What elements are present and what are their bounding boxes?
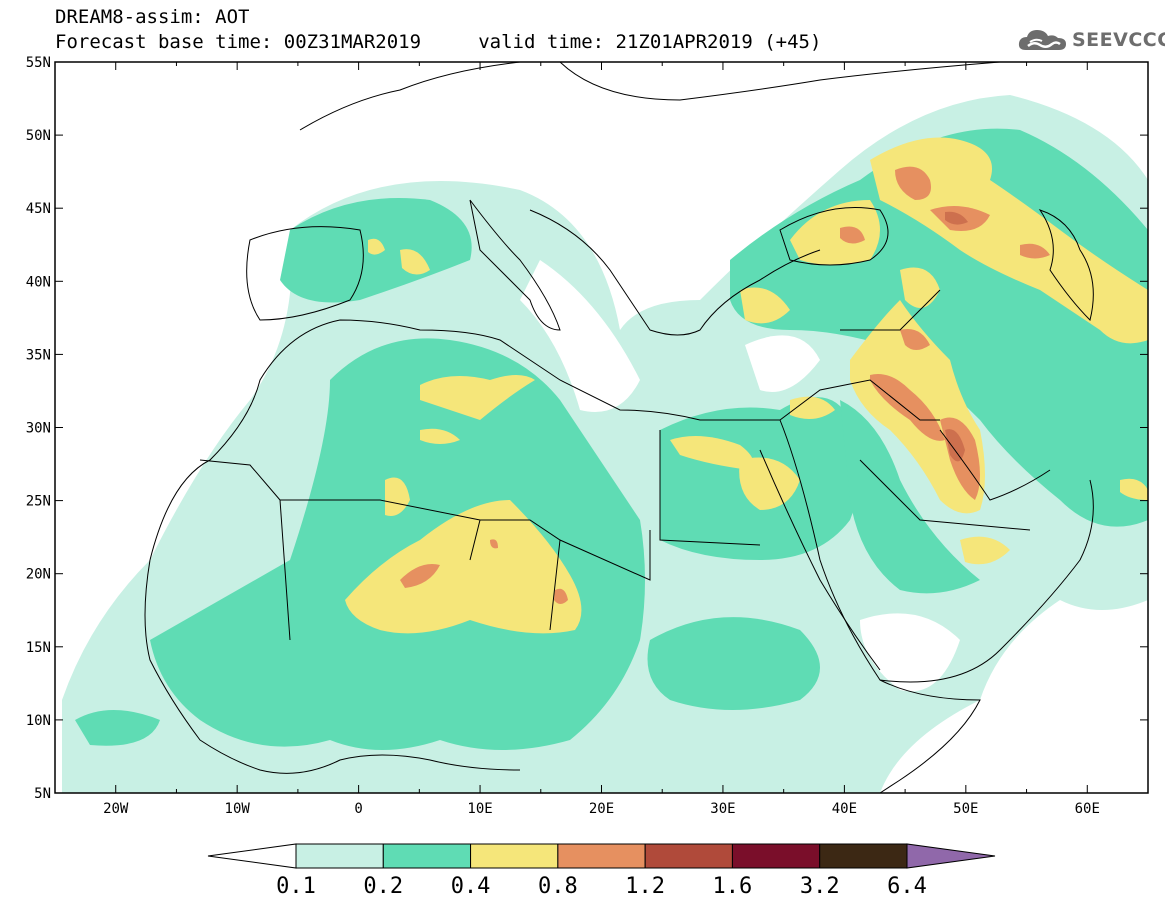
colorbar-swatch (731, 843, 821, 869)
lon-tick-label: 60E (1075, 801, 1100, 817)
caspian-sea (1038, 209, 1094, 321)
lat-tick-label: 40N (26, 274, 51, 290)
lon-tick-label: 10E (467, 801, 492, 817)
arabia-coast (879, 479, 1094, 683)
lon-tick-label: 20W (103, 801, 129, 817)
colorbar-swatch (644, 843, 733, 869)
colorbar-label: 1.2 (625, 874, 665, 899)
colorbar-label: 1.6 (713, 874, 753, 899)
map-title: DREAM8-assim: AOT (55, 6, 250, 28)
lon-tick-label: 50E (953, 801, 978, 817)
persian-gulf (939, 429, 1051, 501)
iberia-coast (246, 226, 364, 321)
europe-north (299, 62, 1001, 131)
lon-tick-label: 40E (832, 801, 857, 817)
colorbar-swatch (557, 843, 646, 869)
lat-tick-label: 20N (26, 567, 51, 583)
colorbar-swatch (382, 843, 472, 869)
colorbar-swatch (470, 843, 559, 869)
colorbar-label: 0.2 (363, 874, 403, 899)
aot-band-0.8 (400, 166, 1050, 604)
colorbar-low-extend (207, 843, 297, 869)
lat-tick-label: 50N (26, 128, 51, 144)
lon-tick-label: 10W (225, 801, 251, 817)
lat-tick-label: 25N (26, 494, 51, 510)
colorbar-swatch (295, 843, 384, 869)
black-sea (779, 207, 889, 266)
seevccc-logo: SEEVCCC (1016, 26, 1165, 56)
aot-band-1.2 (945, 211, 968, 462)
africa-coast (149, 319, 981, 793)
west-africa-coast (144, 559, 521, 774)
latitude-axis: 55N 50N 45N 40N 35N 30N 25N 20N 15N 10N 5N (26, 55, 1148, 802)
colorbar-label: 0.1 (276, 874, 316, 899)
lat-tick-label: 55N (26, 55, 51, 71)
coastlines (144, 62, 1094, 793)
lat-tick-label: 10N (26, 713, 51, 729)
lon-tick-label: 30E (710, 801, 735, 817)
lon-tick-label: 0 (354, 801, 362, 817)
lat-tick-label: 35N (26, 347, 51, 363)
lon-tick-label: 20E (589, 801, 614, 817)
colorbar-label: 6.4 (887, 874, 927, 899)
lat-tick-label: 30N (26, 421, 51, 437)
colorbar-high-extend (906, 843, 996, 869)
balkans-coast (529, 209, 821, 336)
lat-tick-label: 5N (34, 786, 51, 802)
colorbar-swatch (819, 843, 908, 869)
colorbar-label: 3.2 (800, 874, 840, 899)
border-lines (199, 430, 761, 641)
mideast-borders (779, 289, 1031, 531)
aot-field (62, 95, 1148, 793)
lat-tick-label: 45N (26, 201, 51, 217)
forecast-time-line: Forecast base time: 00Z31MAR2019 valid t… (55, 31, 822, 53)
red-sea (759, 449, 881, 671)
lat-tick-label: 15N (26, 640, 51, 656)
cloud-icon (1018, 30, 1066, 50)
colorbar-label: 0.8 (538, 874, 578, 899)
colorbar-label: 0.4 (451, 874, 491, 899)
longitude-axis: 20W 10W 0 10E 20E 30E 40E 50E 60E (54, 62, 1149, 817)
italy-coast (469, 199, 561, 331)
logo-text: SEEVCCC (1072, 29, 1165, 51)
